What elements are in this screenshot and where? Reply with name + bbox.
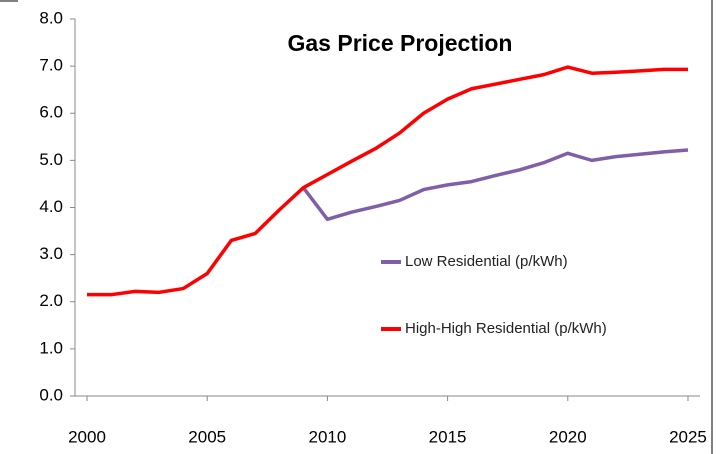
x-tick-label: 2000 xyxy=(68,427,106,446)
y-tick-label: 0.0 xyxy=(39,385,63,404)
series-line xyxy=(87,65,688,297)
y-tick-label: 6.0 xyxy=(39,103,63,122)
y-tick-label: 2.0 xyxy=(39,291,63,310)
y-tick-label: 1.0 xyxy=(39,338,63,357)
legend-entry: Low Residential (p/kWh) xyxy=(381,249,665,275)
x-tick-label: 2010 xyxy=(308,427,346,446)
y-tick-label: 5.0 xyxy=(39,150,63,169)
x-tick-label: 2025 xyxy=(669,427,707,446)
chart-title: Gas Price Projection xyxy=(288,30,513,56)
legend-swatch xyxy=(381,260,401,264)
y-tick-label: 4.0 xyxy=(39,197,63,216)
legend-swatch xyxy=(381,327,401,331)
x-tick-label: 2020 xyxy=(549,427,587,446)
y-tick-label: 8.0 xyxy=(39,8,63,27)
x-tick-label: 2005 xyxy=(188,427,226,446)
legend-label: Low Residential (p/kWh) xyxy=(405,253,568,270)
y-tick-label: 7.0 xyxy=(39,56,63,75)
legend-entry: High-High Residential (p/kWh) xyxy=(381,316,615,342)
series-line xyxy=(301,148,689,222)
y-tick-label: 3.0 xyxy=(39,244,63,263)
x-tick-label: 2015 xyxy=(429,427,467,446)
legend-label: High-High Residential (p/kWh) xyxy=(405,320,607,337)
